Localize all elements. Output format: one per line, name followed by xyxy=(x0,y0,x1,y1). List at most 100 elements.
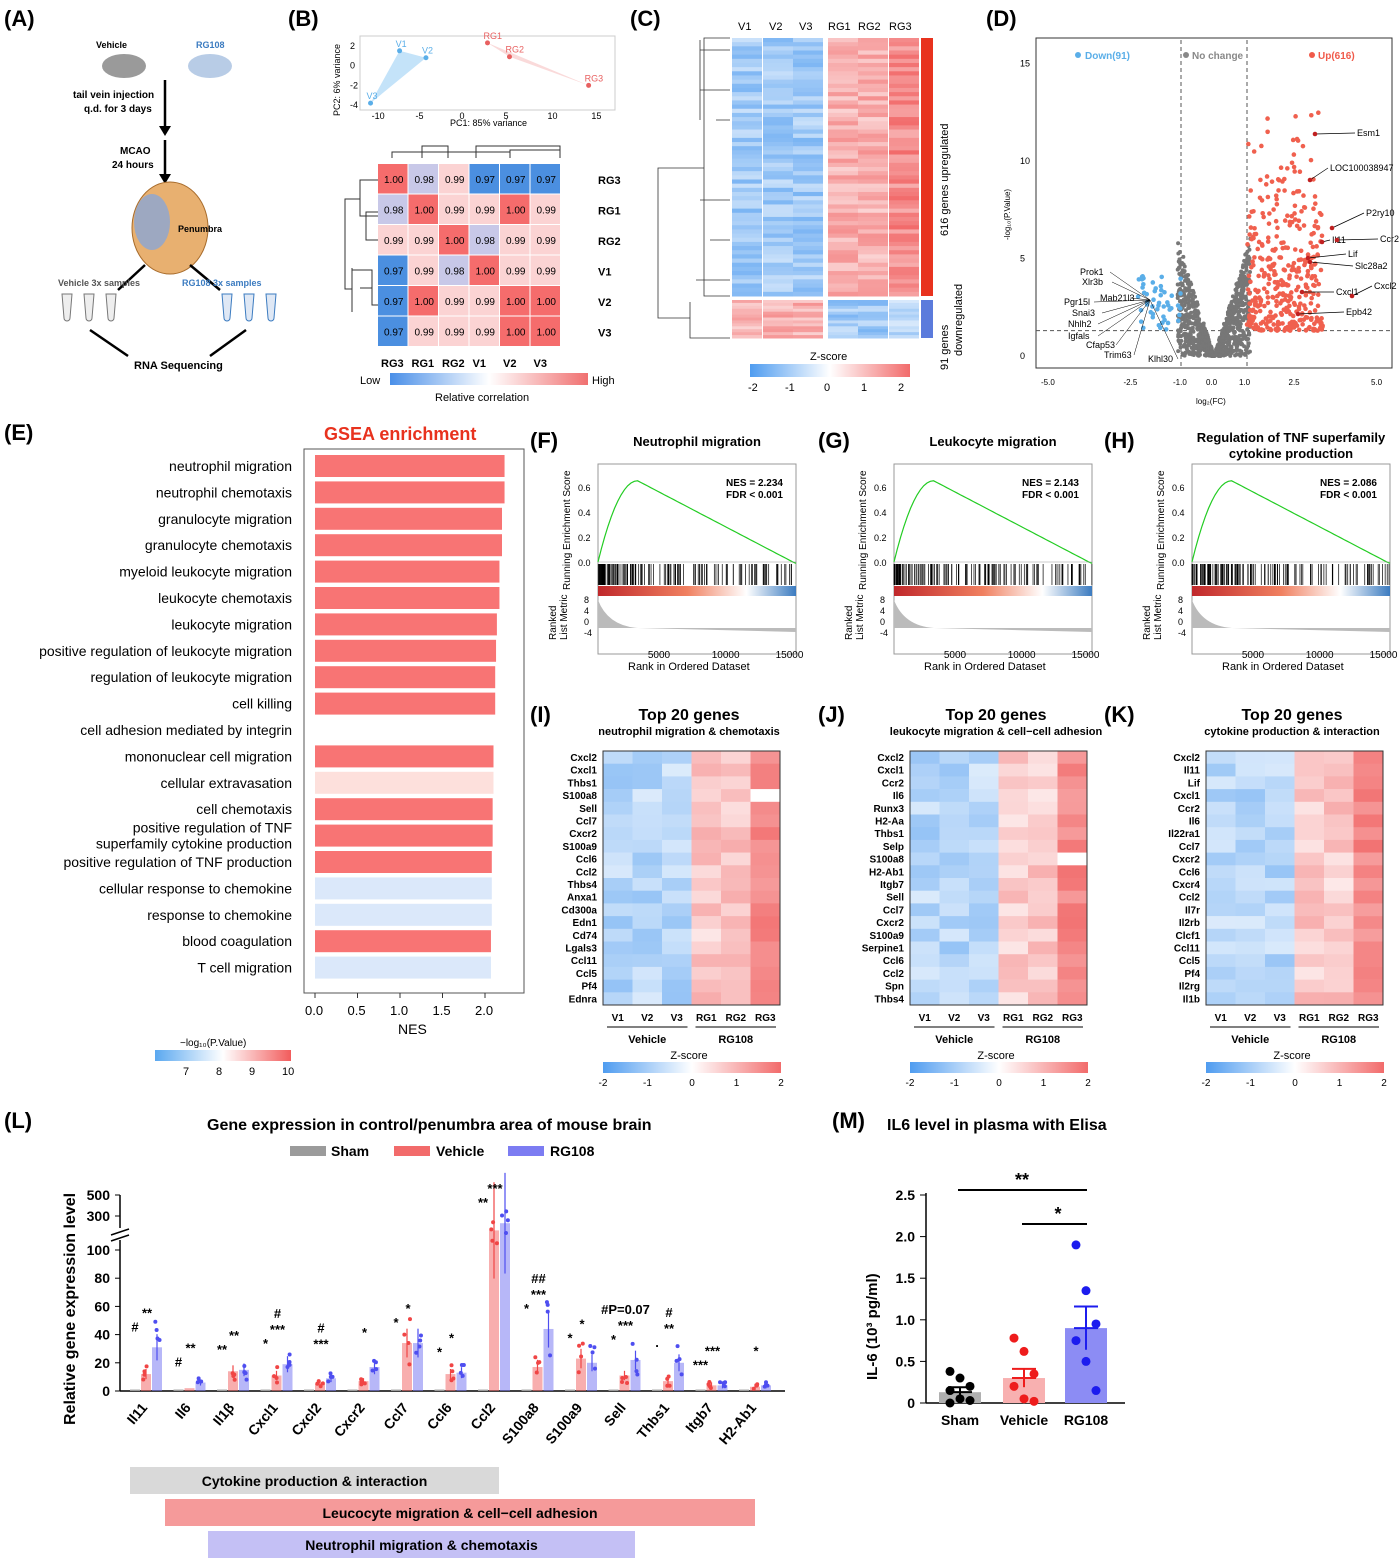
labeled-gene-point xyxy=(1305,255,1311,261)
top20-cell xyxy=(1028,954,1058,968)
top20-cell xyxy=(662,916,692,930)
c-heat-cell xyxy=(732,171,762,176)
l-data-point xyxy=(359,1377,364,1382)
l-gene-label: S100a8 xyxy=(499,1399,542,1446)
top20-cell xyxy=(632,789,662,803)
e-legend-tick: 10 xyxy=(282,1066,294,1078)
top20-cell xyxy=(750,839,780,853)
c-heat-cell xyxy=(858,216,888,222)
correlation-cell xyxy=(500,225,530,255)
top20-cell xyxy=(969,979,999,993)
rna-seq-label: RNA Sequencing xyxy=(134,360,223,372)
c-heat-cell xyxy=(889,314,919,319)
top20-cell xyxy=(632,827,662,841)
top20-cell xyxy=(1206,865,1236,879)
top20-gene-label: H2-Ab1 xyxy=(869,867,904,878)
top20-col-label: RG3 xyxy=(755,1013,776,1024)
c-heat-cell xyxy=(828,71,858,76)
top20-cell xyxy=(691,763,721,777)
m-data-point xyxy=(1019,1346,1029,1356)
top20-gene-label: Il22ra1 xyxy=(1168,829,1200,840)
volcano-point-nochange xyxy=(1244,268,1249,273)
top20-cell xyxy=(721,852,751,866)
correlation-value: 0.99 xyxy=(445,328,465,339)
c-heat-cell xyxy=(889,129,919,135)
c-heat-cell xyxy=(793,229,823,235)
top20-gene-label: Il1b xyxy=(1183,994,1200,1005)
l-data-point xyxy=(764,1380,769,1385)
volcano-point-down xyxy=(1176,318,1181,324)
top20-gene-label: Cxcl2 xyxy=(877,753,904,764)
c-heat-cell xyxy=(858,191,888,197)
correlation-legend-title: Relative correlation xyxy=(435,392,529,404)
m-category-label: Vehicle xyxy=(1000,1412,1048,1428)
c-zscore-title: Z-score xyxy=(810,351,847,363)
top20-cell xyxy=(998,839,1028,853)
top20-cell xyxy=(1324,827,1354,841)
volcano-point-up xyxy=(1258,297,1264,303)
c-heat-cell xyxy=(732,125,762,131)
correlation-cell xyxy=(500,286,530,316)
correlation-cell xyxy=(378,225,408,255)
top20-cell xyxy=(750,954,780,968)
top20-cell xyxy=(662,903,692,917)
c-zscore-tick: -2 xyxy=(748,382,758,394)
pca-ytick: -4 xyxy=(350,100,358,110)
top20-cell xyxy=(750,865,780,879)
top20-cell xyxy=(1265,801,1295,815)
enrichment-curve xyxy=(1191,480,1391,564)
c-heat-cell xyxy=(889,112,919,118)
l-data-point xyxy=(623,1374,628,1379)
l-data-point xyxy=(449,1378,454,1383)
gsea-term-label: cell killing xyxy=(232,696,292,712)
top20-gene-label: Cxcl1 xyxy=(570,766,597,777)
volcano-point-nochange xyxy=(1197,332,1202,337)
labeled-gene-point xyxy=(1299,289,1305,295)
top20-cell xyxy=(1265,954,1295,968)
c-heat-cell xyxy=(763,302,793,307)
top20-cell xyxy=(1206,763,1236,777)
gene-leader-line xyxy=(1309,261,1354,267)
c-heat-cell xyxy=(889,75,919,81)
l-data-point xyxy=(723,1380,728,1385)
volcano-point-up xyxy=(1296,269,1302,274)
volcano-point-nochange xyxy=(1201,323,1206,328)
top20-cell xyxy=(1206,801,1236,815)
top20-col-label: V3 xyxy=(978,1013,991,1024)
top20-cell xyxy=(969,776,999,790)
m-ylabel: IL-6 (10³ pg/ml) xyxy=(864,1273,881,1380)
volcano-point-nochange xyxy=(1207,350,1212,355)
volcano-xlabel: log₂(FC) xyxy=(1196,397,1226,406)
gene-label-up: LOC100038947 xyxy=(1330,163,1394,173)
top20-cell xyxy=(1028,751,1058,764)
gene-label-up: Ccr2 xyxy=(1380,234,1399,244)
top20-cell xyxy=(998,966,1028,980)
top20-cell xyxy=(1057,839,1087,853)
c-heat-cell xyxy=(889,133,919,139)
c-heat-cell xyxy=(732,142,762,147)
top20-cell xyxy=(939,827,969,841)
l-data-point xyxy=(577,1343,582,1348)
gene-dendrogram xyxy=(657,37,730,339)
c-heat-cell xyxy=(889,79,919,85)
c-heat-cell xyxy=(858,320,888,324)
top20-cell xyxy=(1057,776,1087,790)
l-data-point xyxy=(460,1373,465,1378)
gsea-ytick-metric: -4 xyxy=(880,628,888,638)
volcano-point-up xyxy=(1292,217,1298,222)
volcano-point-up xyxy=(1269,179,1275,184)
group-vehicle: Vehicle xyxy=(628,1034,666,1046)
legend-sham: Sham xyxy=(331,1143,369,1159)
c-heat-cell xyxy=(828,283,858,289)
top20-cell xyxy=(939,979,969,993)
l-ytick: 80 xyxy=(94,1270,110,1286)
pca-point xyxy=(485,40,490,46)
c-heat-cell xyxy=(793,262,823,268)
c-heat-cell xyxy=(889,332,919,336)
volcano-point-up xyxy=(1286,263,1291,268)
top20-cell xyxy=(939,763,969,777)
top20-cell xyxy=(939,776,969,790)
vehicle-label: Vehicle xyxy=(96,40,127,50)
